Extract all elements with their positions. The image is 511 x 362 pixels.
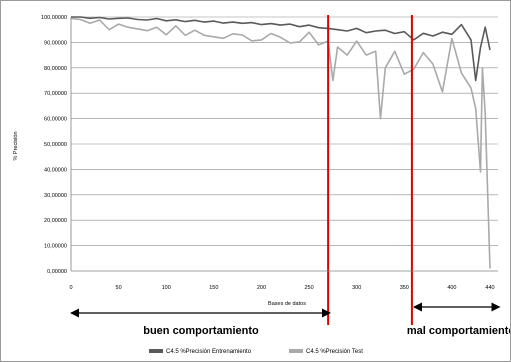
x-tick-label: 400: [447, 285, 456, 291]
legend: C4.5 %Precisión Entrenamiento C4.5 %Prec…: [149, 349, 363, 355]
legend-swatch-test: [289, 349, 303, 353]
x-tick-label: 0: [69, 285, 72, 291]
y-axis-label: % Precisión: [13, 131, 19, 160]
y-tick-label: 10,00000: [44, 244, 67, 250]
x-tick-label: 100: [162, 285, 171, 291]
series-line-test: [70, 17, 491, 269]
y-tick-label: 0,00000: [47, 269, 67, 275]
annotation-label-1: buen comportamiento: [143, 325, 259, 337]
y-tick-label: 90,00000: [44, 40, 67, 46]
legend-label-train: C4.5 %Precisión Entrenamiento: [166, 349, 252, 355]
y-tick-label: 50,00000: [44, 142, 67, 148]
legend-label-test: C4.5 %Precisión Test: [306, 349, 363, 355]
x-tick-labels: 0 50 100 150 200 250 300 350 400 440: [69, 285, 494, 291]
annotations: buen comportamiento mal comportamiento: [70, 302, 510, 337]
vertical-markers: [327, 15, 413, 325]
x-axis-label: Bases de datos: [268, 301, 306, 307]
gridlines: [71, 16, 498, 246]
y-tick-label: 60,00000: [44, 117, 67, 123]
x-tick-label: 300: [352, 285, 361, 291]
series-line-train: [71, 16, 491, 82]
y-tick-label: 100,00000: [41, 15, 67, 21]
y-tick-label: 70,00000: [44, 91, 67, 97]
legend-swatch-train: [149, 349, 163, 353]
series-lines: [70, 16, 491, 269]
y-tick-labels: 0,00000 10,00000 20,00000 30,00000 40,00000 5…: [41, 15, 67, 275]
y-tick-label: 20,00000: [44, 218, 67, 224]
x-tick-label: 250: [304, 285, 313, 291]
y-tick-label: 80,00000: [44, 66, 67, 72]
x-tick-label: 200: [257, 285, 266, 291]
annotation-label-2: mal comportamiento: [407, 325, 510, 337]
y-tick-label: 40,00000: [44, 167, 67, 173]
y-tick-label: 30,00000: [44, 193, 67, 199]
x-tick-label: 350: [400, 285, 409, 291]
x-tick-label: 150: [209, 285, 218, 291]
x-tick-label: 50: [116, 285, 122, 291]
x-tick-label: 440: [485, 285, 494, 291]
